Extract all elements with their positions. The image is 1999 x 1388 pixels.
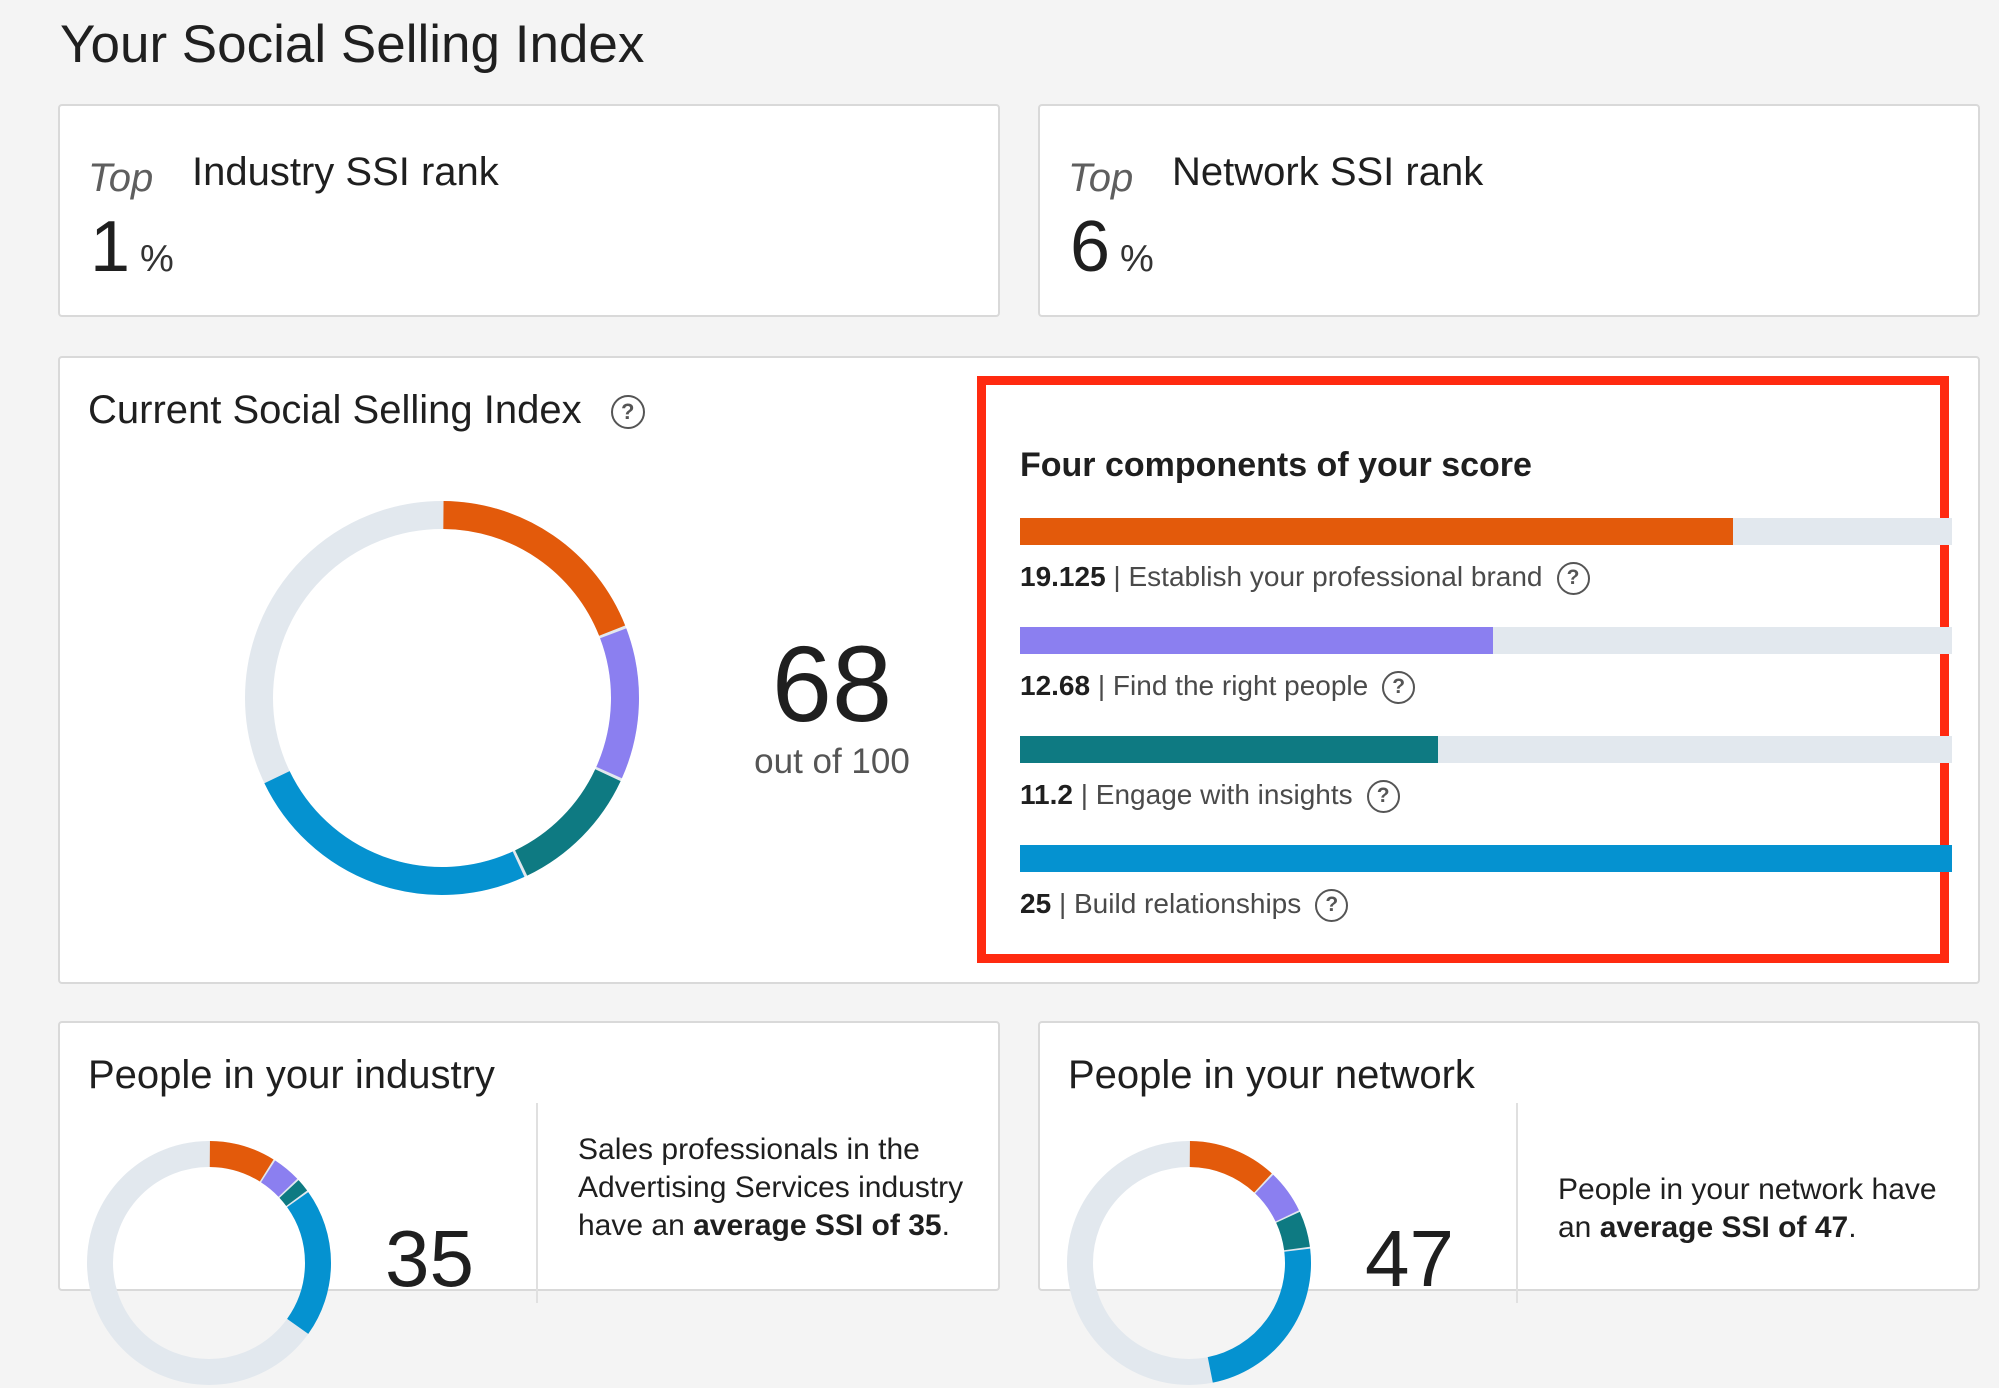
- ssi-out-of: out of 100: [754, 742, 910, 781]
- network-rank-card: Top Network SSI rank 6%: [1038, 104, 1980, 317]
- network-rank-top-label: Top: [1068, 156, 1134, 200]
- component-bar-fill: [1020, 845, 1952, 872]
- industry-peers-title: People in your industry: [88, 1053, 495, 1097]
- network-peers-title: People in your network: [1068, 1053, 1475, 1097]
- component-bar-fill: [1020, 736, 1438, 763]
- component-value: 19.125: [1020, 561, 1106, 592]
- network-rank-unit: %: [1120, 238, 1154, 280]
- component-name: Build relationships: [1074, 888, 1302, 919]
- component-label: 25 | Build relationships?: [1020, 888, 1349, 923]
- network-peers-desc-text: People in your network have an: [1558, 1173, 1937, 1244]
- network-donut-segment: [1254, 1174, 1299, 1222]
- network-rank-title: Network SSI rank: [1172, 150, 1484, 194]
- industry-peers-score: 35: [385, 1214, 474, 1303]
- current-ssi-title: Current Social Selling Index ?: [88, 388, 645, 433]
- component-bar-track: [1020, 845, 1952, 872]
- components-highlight-box: [977, 376, 1949, 963]
- question-circle-icon[interactable]: ?: [1315, 889, 1349, 923]
- question-circle-icon[interactable]: ?: [610, 395, 645, 430]
- component-bar-track: [1020, 736, 1952, 763]
- industry-peers-description: Sales professionals in the Advertising S…: [578, 1131, 978, 1245]
- component-separator: |: [1080, 779, 1089, 810]
- ssi-donut-segment: [443, 501, 626, 636]
- component-name: Find the right people: [1112, 670, 1369, 701]
- component-name: Engage with insights: [1095, 779, 1353, 810]
- component-bar-track: [1020, 518, 1952, 545]
- industry-donut-segment: [209, 1141, 274, 1182]
- industry-donut-chart: [87, 1141, 331, 1385]
- ssi-donut-chart: [245, 501, 639, 895]
- component-separator: |: [1058, 888, 1067, 919]
- network-donut-chart: [1067, 1141, 1311, 1385]
- industry-donut-segment: [279, 1180, 308, 1207]
- component-bar-fill: [1020, 518, 1733, 545]
- component-separator: |: [1113, 561, 1121, 592]
- question-circle-icon[interactable]: ?: [1382, 671, 1416, 705]
- industry-rank-number: 1: [90, 207, 131, 287]
- network-peers-divider: [1516, 1103, 1518, 1303]
- industry-donut-segment: [260, 1160, 298, 1197]
- network-donut-segment: [1189, 1141, 1272, 1193]
- component-name: Establish your professional brand: [1128, 561, 1543, 592]
- network-donut-segment: [1207, 1248, 1311, 1383]
- industry-peers-desc-bold: average SSI of 35: [693, 1209, 942, 1242]
- page-title: Your Social Selling Index: [60, 15, 645, 74]
- industry-rank-title: Industry SSI rank: [192, 150, 499, 194]
- industry-rank-card: Top Industry SSI rank 1%: [58, 104, 1000, 317]
- industry-rank-value: 1%: [90, 211, 174, 283]
- question-circle-icon[interactable]: ?: [1556, 562, 1590, 596]
- ssi-donut-segment: [596, 628, 639, 779]
- component-label: 11.2 | Engage with insights?: [1020, 779, 1400, 814]
- network-peers-card: People in your network 47 People in your…: [1038, 1021, 1980, 1385]
- industry-rank-unit: %: [140, 238, 174, 280]
- components-title: Four components of your score: [1020, 446, 1532, 484]
- component-value: 12.68: [1020, 670, 1091, 701]
- ssi-donut-segment: [264, 770, 525, 895]
- network-peers-description: People in your network have an average S…: [1558, 1171, 1958, 1247]
- network-donut-segment: [1276, 1211, 1310, 1251]
- current-ssi-card: Current Social Selling Index ? 68 out of…: [58, 356, 1980, 984]
- component-bar-track: [1020, 627, 1952, 654]
- network-peers-score: 47: [1365, 1214, 1454, 1303]
- component-label: 19.125 | Establish your professional bra…: [1020, 561, 1590, 596]
- industry-peers-card: People in your industry 35 Sales profess…: [58, 1021, 1000, 1385]
- component-label: 12.68 | Find the right people?: [1020, 670, 1416, 705]
- network-peers-desc-end: .: [1848, 1211, 1857, 1244]
- industry-peers-divider: [536, 1103, 538, 1303]
- ssi-score: 68: [771, 623, 893, 744]
- component-separator: |: [1097, 670, 1106, 701]
- industry-donut-segment: [286, 1192, 331, 1334]
- network-rank-value: 6%: [1070, 211, 1154, 283]
- current-ssi-title-text: Current Social Selling Index: [88, 388, 582, 432]
- question-circle-icon[interactable]: ?: [1366, 780, 1400, 814]
- network-rank-number: 6: [1070, 207, 1111, 287]
- industry-rank-top-label: Top: [88, 156, 154, 200]
- industry-peers-desc-end: .: [941, 1209, 950, 1242]
- network-peers-desc-bold: average SSI of 47: [1599, 1211, 1849, 1244]
- industry-peers-desc-text: Sales professionals in the Advertising S…: [578, 1133, 964, 1242]
- component-bar-fill: [1020, 627, 1493, 654]
- ssi-donut-segment: [514, 769, 621, 876]
- component-value: 25: [1020, 888, 1052, 919]
- component-value: 11.2: [1020, 779, 1073, 810]
